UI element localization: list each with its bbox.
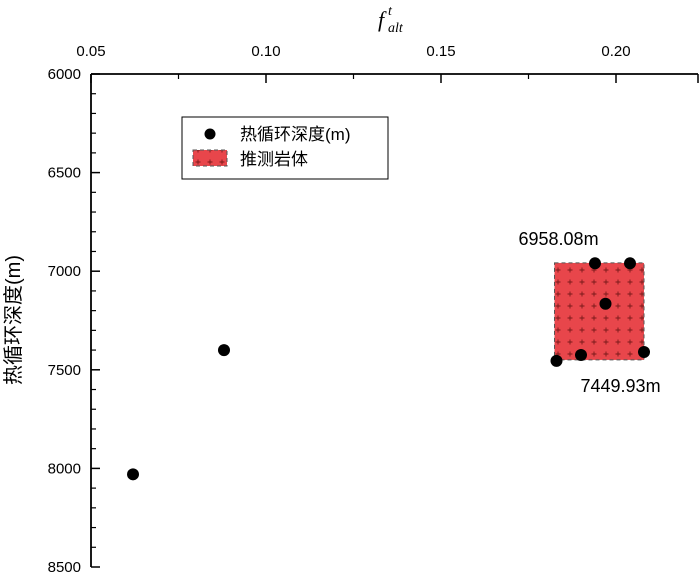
- x-axis-ticks: 0.05 0.10 0.15 0.20: [76, 43, 699, 83]
- legend-marker-depth: [204, 128, 216, 140]
- x-tick-label: 0.10: [251, 43, 280, 60]
- legend: 热循环深度(m) 推测岩体: [181, 116, 389, 180]
- y-tick-label: 8000: [48, 460, 81, 477]
- data-point: [638, 346, 650, 359]
- x-axis-title-base: f: [378, 7, 387, 32]
- data-point: [575, 349, 587, 362]
- x-tick-label: 0.05: [76, 43, 105, 60]
- annotation-bottom-depth: 7449.93m: [581, 376, 661, 396]
- y-tick-label: 6500: [48, 165, 81, 182]
- x-axis-title-superscript: t: [388, 4, 393, 19]
- inferred-rock-body-region: [554, 262, 645, 361]
- legend-marker-rock-body: [192, 149, 228, 167]
- y-tick-label: 7500: [48, 362, 81, 379]
- data-points: [127, 257, 650, 481]
- data-point: [127, 468, 139, 481]
- legend-label-depth: 热循环深度(m): [240, 125, 350, 144]
- legend-box: [181, 116, 389, 180]
- data-point: [589, 257, 601, 270]
- data-point: [624, 257, 636, 270]
- x-tick-label: 0.20: [601, 43, 630, 60]
- data-point: [218, 344, 230, 357]
- data-point: [550, 354, 563, 367]
- data-point: [599, 297, 612, 310]
- y-axis-ticks: 6000 6500 7000 7500 8000 8500: [48, 66, 100, 574]
- x-axis-title-subscript: alt: [388, 21, 404, 36]
- y-tick-label: 6000: [48, 66, 81, 83]
- y-tick-label: 8500: [48, 559, 81, 574]
- y-axis-title: 热循环深度(m): [2, 255, 25, 385]
- y-tick-label: 7000: [48, 263, 81, 280]
- annotation-top-depth: 6958.08m: [519, 229, 599, 249]
- legend-label-rock-body: 推测岩体: [240, 150, 308, 169]
- x-tick-label: 0.15: [426, 43, 455, 60]
